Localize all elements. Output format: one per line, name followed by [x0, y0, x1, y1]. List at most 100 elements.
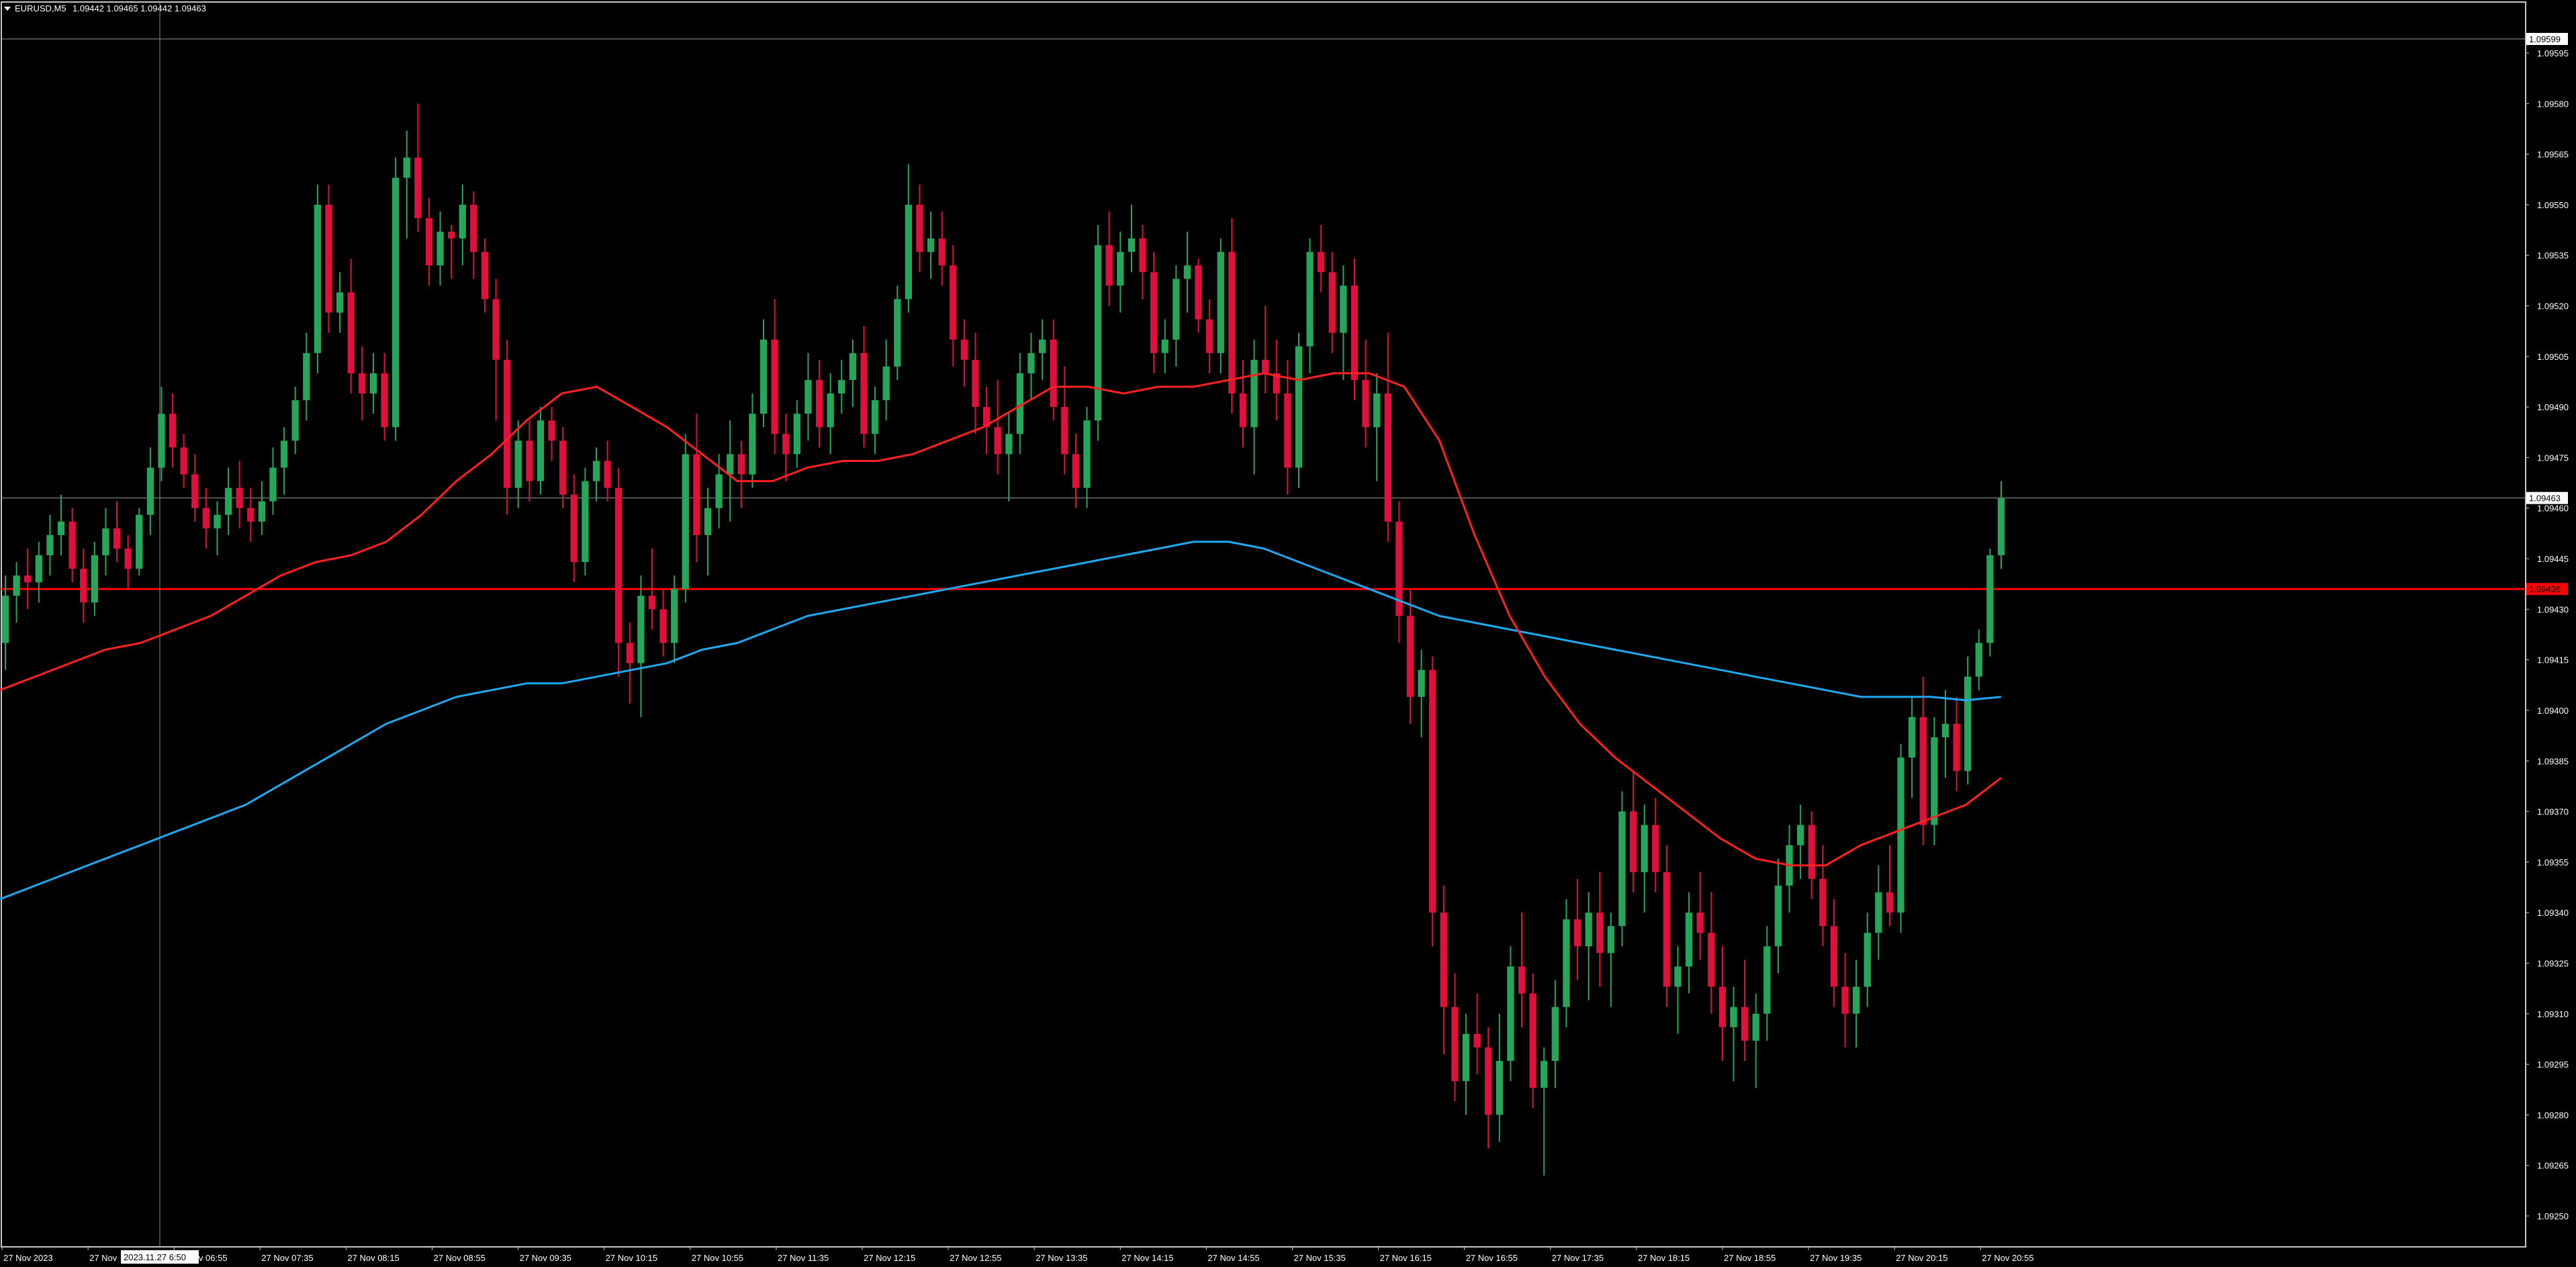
candle-body [403, 157, 410, 178]
candle-body [447, 232, 455, 239]
candle-body [582, 481, 589, 563]
candle-body [1061, 407, 1068, 455]
price-tick-label: 1.09310 [2537, 1009, 2569, 1019]
candle [1273, 339, 1280, 421]
price-tick-label: 1.09430 [2537, 604, 2569, 614]
candle-body [1841, 986, 1849, 1014]
candle [526, 420, 533, 502]
candle [637, 575, 645, 717]
candle [1451, 973, 1459, 1102]
candle-body [1183, 265, 1191, 279]
candle [459, 184, 466, 266]
candle [392, 157, 400, 441]
candle [1418, 649, 1425, 738]
candle-body [1273, 373, 1280, 394]
candle-body [1206, 319, 1213, 353]
candle-body [882, 366, 890, 401]
candle-body [336, 292, 344, 313]
candle-body [1708, 933, 1715, 987]
candle [1050, 319, 1057, 421]
candle [1373, 373, 1381, 481]
candle-body [559, 440, 567, 495]
candle [648, 548, 656, 630]
candle [1183, 232, 1191, 313]
candle-body [1652, 825, 1659, 872]
candle-body [325, 204, 332, 313]
price-tick-label: 1.09565 [2537, 150, 2569, 160]
price-tick-label: 1.09295 [2537, 1060, 2569, 1070]
candle-body [1919, 716, 1927, 825]
candle [1529, 973, 1536, 1109]
time-tick-label: 27 Nov 15:35 [1294, 1253, 1346, 1263]
time-tick-label: 27 Nov 14:55 [1207, 1253, 1259, 1263]
candle-body [1016, 373, 1024, 434]
candle [760, 319, 768, 428]
candle-body [1830, 926, 1838, 987]
candle-body [113, 528, 121, 549]
top-price-label-box [2526, 33, 2568, 45]
candle-body [637, 596, 645, 663]
candle [314, 184, 322, 373]
price-axis[interactable]: 1.09595 1.09580 1.09565 1.09550 1.09535 1.095… [2525, 48, 2569, 1221]
price-tick-label: 1.09490 [2537, 402, 2569, 412]
candle-body [894, 299, 901, 367]
candle [582, 467, 589, 576]
candle [849, 339, 857, 408]
candle [749, 393, 756, 488]
candle [1986, 548, 1994, 657]
candle-body [1027, 353, 1035, 373]
candle [514, 420, 522, 508]
candle-body [24, 575, 32, 583]
candle [1083, 407, 1091, 508]
candles-layer [1, 103, 2005, 1176]
time-tick-label: 27 Nov 12:55 [950, 1253, 1001, 1263]
candle [1195, 259, 1202, 333]
candle-body [815, 379, 823, 428]
time-axis[interactable]: 27 Nov 2023 27 Nov 27 Nov 06:55 27 Nov 07:3… [1, 1246, 2034, 1263]
candle [994, 379, 1001, 475]
candle [1, 575, 9, 670]
candle [860, 326, 868, 448]
candle [960, 319, 968, 387]
candle-body [1931, 737, 1938, 825]
candle-body [1986, 555, 1994, 643]
crosshair-time-label: 2023.11.27 6:50 [121, 1250, 199, 1264]
candle-body [715, 474, 723, 508]
candle-body [504, 359, 511, 488]
candle [403, 130, 410, 239]
time-tick-label: 27 Nov 16:55 [1466, 1253, 1518, 1263]
candle [1808, 811, 1815, 900]
candle [871, 387, 879, 455]
candle-body [972, 359, 979, 408]
candle-body [1406, 616, 1414, 697]
candle-body [247, 508, 255, 522]
candle [1161, 319, 1168, 373]
candle-body [124, 548, 132, 569]
candle-body [1529, 993, 1536, 1088]
candle [1618, 791, 1626, 947]
candle-body [760, 339, 768, 414]
candle [24, 548, 32, 610]
time-tick-label: 27 Nov [89, 1253, 118, 1263]
time-tick-label: 27 Nov 10:15 [606, 1253, 657, 1263]
price-tick-label: 1.09325 [2537, 958, 2569, 968]
candle [1629, 771, 1637, 893]
candle [1094, 225, 1102, 441]
candle [771, 299, 778, 455]
candle [1239, 359, 1247, 448]
candle [1496, 1013, 1503, 1142]
candle [1117, 232, 1124, 313]
chart-menu-triangle-icon[interactable] [4, 7, 11, 11]
candle-body [548, 420, 555, 441]
candle-body [793, 414, 800, 455]
candle [894, 285, 901, 380]
candle-body [1518, 966, 1526, 994]
candle [492, 279, 500, 421]
candle-body [1551, 1006, 1559, 1062]
candle [481, 238, 489, 313]
candle-body [1473, 1033, 1481, 1047]
candle-body [1161, 339, 1168, 353]
candle-body [1975, 643, 1982, 677]
candle-body [1038, 339, 1046, 353]
